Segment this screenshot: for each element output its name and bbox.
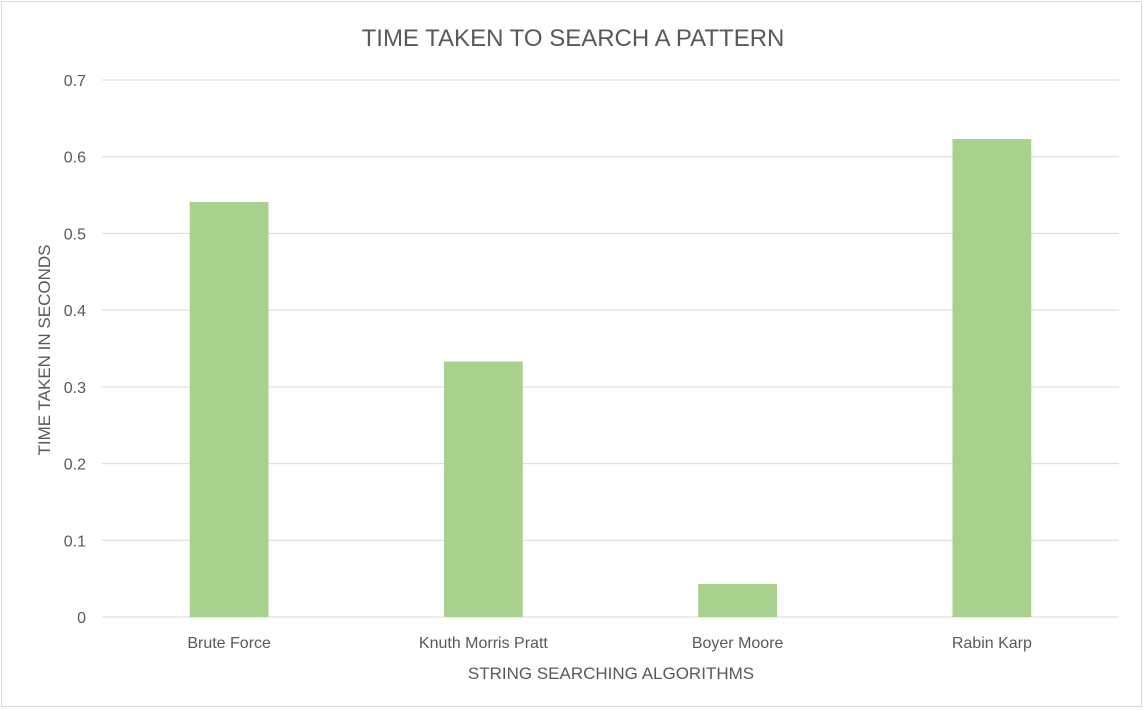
bar-brute-force (189, 201, 269, 617)
x-axis-ticks: Brute Force Knuth Morris Pratt Boyer Moore… (187, 635, 1032, 652)
x-tick-label: Knuth Morris Pratt (419, 635, 548, 652)
y-tick-label: 0.3 (64, 380, 86, 397)
y-tick-label: 0.7 (64, 73, 86, 90)
bar-boyer-moore (698, 584, 778, 617)
bar-knuth-morris-pratt (443, 361, 523, 617)
y-tick-label: 0.5 (64, 226, 86, 243)
bar-rabin-karp (952, 139, 1032, 617)
gridlines (102, 79, 1119, 618)
chart-title: TIME TAKEN TO SEARCH A PATTERN (362, 25, 785, 52)
y-axis-title: TIME TAKEN IN SECONDS (35, 245, 54, 456)
bars (189, 139, 1032, 617)
x-tick-label: Rabin Karp (952, 635, 1032, 652)
x-tick-label: Boyer Moore (692, 635, 784, 652)
y-tick-label: 0.6 (64, 150, 86, 167)
x-tick-label: Brute Force (187, 635, 271, 652)
y-axis-ticks: 0 0.1 0.2 0.3 0.4 0.5 0.6 0.7 (64, 73, 86, 627)
y-tick-label: 0.4 (64, 303, 86, 320)
y-tick-label: 0.2 (64, 457, 86, 474)
x-axis-title: STRING SEARCHING ALGORITHMS (468, 664, 754, 683)
y-tick-label: 0.1 (64, 533, 86, 550)
y-tick-label: 0 (77, 610, 86, 627)
